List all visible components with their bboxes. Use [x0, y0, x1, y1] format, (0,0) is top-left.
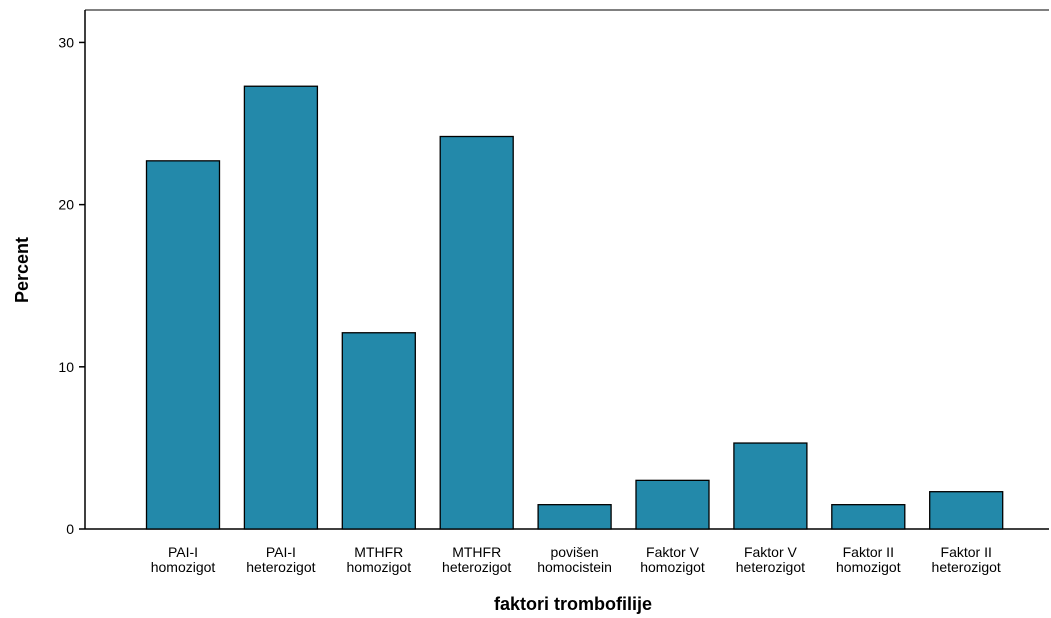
x-tick-label: homozigot	[151, 559, 216, 575]
x-tick-label: Faktor II	[843, 544, 894, 560]
x-axis: PAI-IhomozigotPAI-IheterozigotMTHFRhomoz…	[151, 544, 1001, 575]
x-tick-label: MTHFR	[452, 544, 501, 560]
bar	[439, 135, 514, 530]
y-tick-label: 10	[58, 359, 74, 375]
x-axis-title: faktori trombofilije	[494, 594, 652, 614]
x-tick-label: homozigot	[640, 559, 705, 575]
x-tick-label: homocistein	[537, 559, 612, 575]
y-tick-label: 30	[58, 34, 74, 50]
x-tick-label: homozigot	[347, 559, 412, 575]
x-tick-label: heterozigot	[246, 559, 315, 575]
bar	[537, 504, 612, 530]
bar	[243, 85, 319, 530]
y-tick-label: 0	[66, 521, 74, 537]
x-tick-label: PAI-I	[168, 544, 198, 560]
bar	[341, 332, 416, 530]
x-tick-label: Faktor V	[744, 544, 798, 560]
x-tick-label: PAI-I	[266, 544, 296, 560]
x-tick-label: heterozigot	[736, 559, 805, 575]
y-axis: 0 10 20 30	[58, 34, 85, 537]
bar	[929, 491, 1004, 530]
x-tick-label: Faktor II	[941, 544, 992, 560]
x-tick-label: homozigot	[836, 559, 901, 575]
bar	[145, 160, 221, 530]
bar	[635, 479, 710, 530]
bar	[733, 442, 808, 530]
bars	[145, 85, 1004, 530]
x-tick-label: Faktor V	[646, 544, 700, 560]
y-axis-title: Percent	[12, 237, 32, 303]
x-tick-label: MTHFR	[354, 544, 403, 560]
plot-frame	[84, 9, 1049, 530]
x-tick-label: heterozigot	[442, 559, 511, 575]
bar	[831, 504, 906, 530]
x-tick-label: povišen	[550, 544, 598, 560]
y-tick-label: 20	[58, 197, 74, 213]
x-tick-label: heterozigot	[932, 559, 1001, 575]
